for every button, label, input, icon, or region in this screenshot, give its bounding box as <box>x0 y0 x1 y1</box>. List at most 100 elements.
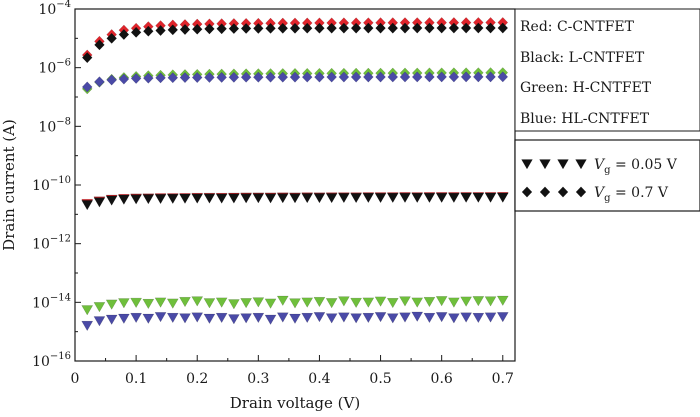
data-point <box>337 296 350 307</box>
data-point <box>191 193 204 204</box>
data-point <box>252 71 264 83</box>
x-tick-label: 0.3 <box>247 371 269 387</box>
data-point <box>337 193 350 204</box>
legend: Red: C-CNTFET Black: L-CNTFET Green: H-CNT… <box>514 8 700 212</box>
legend-marker-symbol <box>521 159 533 170</box>
series-h-cntfet-triangle-down <box>81 295 509 316</box>
data-point <box>411 192 424 204</box>
data-point <box>179 296 191 308</box>
data-point <box>204 71 215 83</box>
y-axis-label: Drain current (A) <box>0 119 18 251</box>
series-hl-cntfet-triangle-down <box>81 311 509 332</box>
legend-marker-entry: Vg = 0.7 V <box>521 185 669 204</box>
data-point <box>411 22 423 34</box>
data-point <box>447 192 460 204</box>
y-tick-label: 10−6 <box>38 58 71 77</box>
data-point <box>94 39 105 51</box>
y-tick-label: 10−10 <box>32 175 71 194</box>
data-point <box>325 313 338 324</box>
data-point <box>179 23 191 36</box>
data-point <box>166 312 179 324</box>
data-point <box>411 71 423 83</box>
data-point <box>142 25 154 37</box>
data-point <box>154 312 167 323</box>
data-point <box>496 312 509 323</box>
data-point <box>362 297 375 308</box>
data-point <box>117 298 130 309</box>
data-point <box>191 296 204 307</box>
data-point <box>215 297 228 308</box>
legend-marker-symbol <box>539 186 551 198</box>
data-point <box>362 192 375 204</box>
data-point <box>81 81 93 93</box>
data-point <box>240 298 253 309</box>
data-point <box>447 297 460 308</box>
x-tick-label: 0.6 <box>431 371 453 387</box>
data-point <box>386 192 399 204</box>
data-point <box>325 193 338 204</box>
data-point <box>264 193 277 204</box>
data-point <box>130 297 143 309</box>
data-point <box>289 298 301 309</box>
data-point <box>228 71 240 83</box>
data-point <box>179 193 191 205</box>
y-tick-label: 10−4 <box>38 0 71 18</box>
data-point <box>276 193 289 204</box>
data-point <box>447 313 460 324</box>
y-tick-label: 10−8 <box>38 116 71 135</box>
data-point <box>435 312 448 323</box>
data-point <box>204 23 215 35</box>
data-point <box>105 299 118 310</box>
data-point <box>497 71 509 83</box>
legend-marker-box <box>514 139 700 212</box>
y-tick-label: 10−12 <box>32 234 71 253</box>
legend-marker-symbol <box>557 159 569 170</box>
data-point <box>436 71 448 83</box>
data-point <box>81 320 94 332</box>
x-tick-label: 0.7 <box>492 371 514 387</box>
data-point <box>374 192 387 204</box>
data-point <box>350 71 362 83</box>
y-tick-label: 10−14 <box>32 292 71 311</box>
data-point <box>191 312 204 323</box>
data-point <box>276 295 289 307</box>
data-point <box>472 192 485 204</box>
data-point <box>155 24 166 37</box>
data-point <box>338 71 350 83</box>
data-point <box>301 312 314 324</box>
data-point <box>130 26 142 38</box>
data-point <box>289 193 301 204</box>
data-point <box>338 22 350 34</box>
data-point <box>252 297 265 308</box>
data-point <box>228 23 240 35</box>
data-point <box>154 297 167 308</box>
data-point <box>375 71 386 83</box>
data-point <box>105 195 118 206</box>
data-point <box>265 22 276 34</box>
data-point <box>252 22 264 34</box>
data-point <box>411 297 424 308</box>
data-point <box>460 71 472 83</box>
data-point <box>423 312 436 324</box>
data-point <box>179 313 191 324</box>
data-point <box>386 313 399 324</box>
data-point <box>142 313 155 325</box>
x-axis-label: Drain voltage (V) <box>230 394 360 412</box>
data-point <box>326 71 338 83</box>
data-point <box>227 299 240 310</box>
data-point <box>142 194 155 205</box>
data-point <box>215 193 228 204</box>
plot-marks <box>81 16 509 332</box>
data-point <box>314 22 325 34</box>
data-point <box>191 71 203 84</box>
legend-marker-label: Vg = 0.7 V <box>594 185 669 204</box>
data-point <box>301 22 313 34</box>
series-hl-cntfet-diamond <box>81 71 509 93</box>
data-point <box>130 72 142 84</box>
series-l-cntfet-diamond <box>81 22 509 64</box>
data-point <box>387 71 399 83</box>
data-point <box>264 314 277 325</box>
data-point <box>496 192 509 203</box>
x-tick-label: 0.2 <box>186 371 208 387</box>
